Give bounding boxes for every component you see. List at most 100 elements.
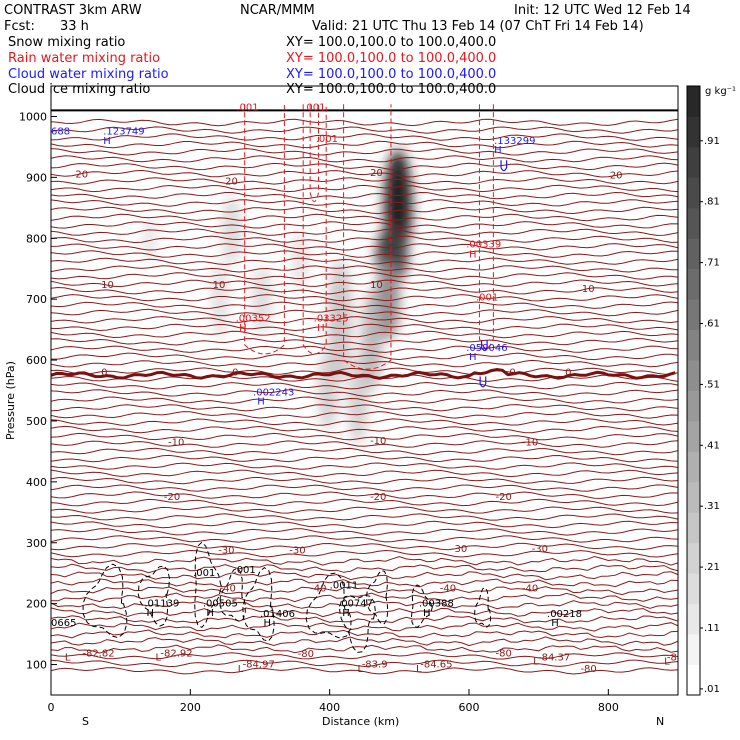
contour-label: .01139 <box>144 599 179 610</box>
colorbar-swatch <box>687 664 700 696</box>
y-tick-label: 900 <box>26 171 47 184</box>
isotherm-line <box>51 563 678 574</box>
contour-label: H <box>103 136 111 147</box>
rain-contour <box>343 104 392 370</box>
contour-label: 0 <box>509 367 515 378</box>
contour-label: L <box>156 652 162 663</box>
colorbar-swatch <box>687 360 700 391</box>
isotherm-line <box>51 389 678 397</box>
contour-label: 0665 <box>51 618 76 629</box>
isotherm-line <box>51 206 678 215</box>
isotherm-line <box>51 520 678 529</box>
isotherm-line <box>51 425 678 434</box>
contour-label: -84.37 <box>538 652 570 663</box>
contour-label: H <box>469 250 477 261</box>
colorbar-frame <box>686 85 701 696</box>
isotherm-line <box>51 484 678 492</box>
cloud-water-contour <box>500 160 508 172</box>
field-name-cloud-water: Cloud water mixing ratio <box>8 67 169 82</box>
isotherm-line <box>51 316 678 324</box>
isotherm-line <box>51 294 678 302</box>
colorbar-swatch <box>687 329 700 361</box>
isotherm-line <box>51 148 678 156</box>
y-tick-label: 400 <box>26 476 47 489</box>
contour-label: -40 <box>522 583 538 594</box>
contour-label: 10 <box>213 280 226 291</box>
model-title: CONTRAST 3km ARW <box>4 3 142 18</box>
contour-label: H <box>317 323 325 334</box>
contour-label: -40 <box>310 583 326 594</box>
y-tick-label: 200 <box>26 598 47 611</box>
colorbar-label: .21 <box>704 562 720 573</box>
contour-label: .00339 <box>466 239 501 250</box>
freezing-level-contour <box>51 367 676 380</box>
snow-contour <box>137 565 171 627</box>
contour-label: L <box>533 657 539 668</box>
colorbar-swatch <box>687 116 700 148</box>
isotherm-line <box>51 600 678 610</box>
contour-label: .059046 <box>466 343 507 354</box>
snow-contour <box>194 541 222 629</box>
snow-contour <box>473 587 492 628</box>
rain-contour <box>478 104 494 349</box>
isotherm-line <box>51 652 678 660</box>
contour-label: 10 <box>582 284 595 295</box>
isotherm-line <box>51 586 678 596</box>
field-xy-rain: XY= 100.0,100.0 to 100.0,400.0 <box>286 51 496 66</box>
north-label: N <box>656 715 664 728</box>
fcst-label: Fcst: <box>4 19 35 34</box>
contour-label: .123749 <box>103 127 144 138</box>
contour-label: -84.6 <box>667 652 693 663</box>
contour-label: L <box>65 652 71 663</box>
snow-contour <box>219 567 246 622</box>
contour-label: .03325 <box>314 314 349 325</box>
contour-label: -10 <box>522 437 538 448</box>
isotherm-line <box>51 221 678 229</box>
field-xy-snow: XY= 100.0,100.0 to 100.0,400.0 <box>286 35 496 50</box>
contour-label: -40 <box>220 583 236 594</box>
contour-label: -82.82 <box>82 649 114 660</box>
x-tick-label: 0 <box>48 701 55 714</box>
contour-label: H <box>423 608 431 619</box>
colorbar-label: .41 <box>704 440 720 451</box>
plot-frame <box>50 85 679 696</box>
isotherm-line <box>51 191 678 200</box>
isotherm-line <box>51 440 678 448</box>
isotherm-line <box>51 308 678 317</box>
contour-label: .001 <box>234 565 256 576</box>
y-tick-label: 600 <box>26 354 47 367</box>
field-name-snow: Snow mixing ratio <box>8 35 125 50</box>
isotherm-line <box>51 169 678 178</box>
contour-label: H <box>239 323 247 334</box>
contour-label: -84.97 <box>243 660 275 671</box>
colorbar-swatch <box>687 390 700 422</box>
contour-label: -80 <box>580 664 596 675</box>
isotherm-line <box>51 629 678 639</box>
contour-label: -20 <box>495 492 511 503</box>
snow-contour <box>339 594 376 653</box>
colorbar-unit: g kg⁻¹ <box>705 86 736 97</box>
isotherm-line <box>51 667 678 675</box>
colorbar-swatch <box>687 268 700 300</box>
contour-label: 20 <box>610 171 623 182</box>
y-tick-label: 300 <box>26 537 47 550</box>
contour-label: -10 <box>168 437 184 448</box>
contour-label: -30 <box>451 544 467 555</box>
colorbar-label: .01 <box>704 684 720 695</box>
x-tick-label: 800 <box>598 701 619 714</box>
colorbar-swatch <box>687 603 700 635</box>
snow-contour <box>82 563 128 639</box>
colorbar-swatch <box>687 238 700 270</box>
contour-label: 0 <box>101 367 107 378</box>
isotherm-line <box>51 659 678 668</box>
contour-label: L <box>664 657 670 668</box>
isotherm-line <box>51 396 678 404</box>
contour-label: L <box>358 664 364 675</box>
contour-label: -10 <box>370 436 386 447</box>
valid-time: Valid: 21 UTC Thu 13 Feb 14 (07 ChT Fri … <box>312 19 644 34</box>
y-tick-label: 500 <box>26 415 47 428</box>
isotherm-line <box>51 330 678 339</box>
isotherm-line <box>51 542 678 551</box>
contour-label: -80 <box>495 649 511 660</box>
isotherm-line <box>51 578 678 588</box>
